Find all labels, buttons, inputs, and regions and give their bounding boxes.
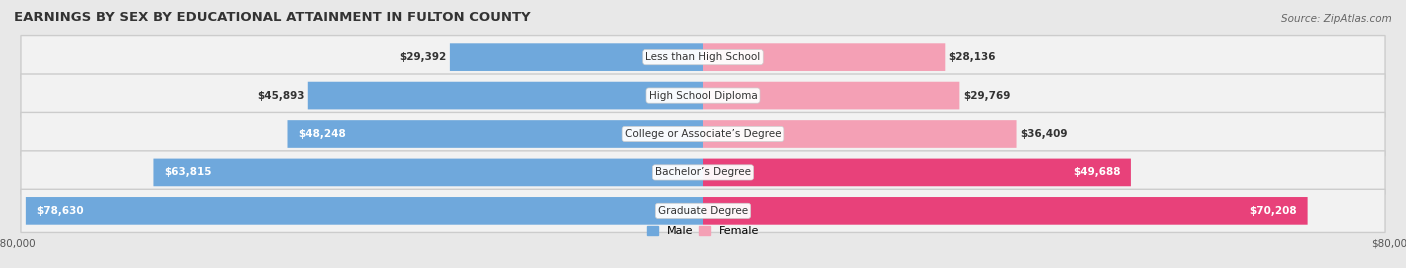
Text: $63,815: $63,815 [163,168,211,177]
Text: EARNINGS BY SEX BY EDUCATIONAL ATTAINMENT IN FULTON COUNTY: EARNINGS BY SEX BY EDUCATIONAL ATTAINMEN… [14,12,530,24]
Text: High School Diploma: High School Diploma [648,91,758,100]
Text: College or Associate’s Degree: College or Associate’s Degree [624,129,782,139]
FancyBboxPatch shape [703,197,1308,225]
FancyBboxPatch shape [703,120,1017,148]
FancyBboxPatch shape [21,189,1385,232]
Text: Less than High School: Less than High School [645,52,761,62]
FancyBboxPatch shape [703,43,945,71]
Text: $28,136: $28,136 [949,52,997,62]
Text: $36,409: $36,409 [1019,129,1067,139]
FancyBboxPatch shape [21,151,1385,194]
Text: Graduate Degree: Graduate Degree [658,206,748,216]
Text: $49,688: $49,688 [1073,168,1121,177]
Text: Source: ZipAtlas.com: Source: ZipAtlas.com [1281,14,1392,24]
FancyBboxPatch shape [153,159,703,186]
FancyBboxPatch shape [21,36,1385,79]
Legend: Male, Female: Male, Female [643,221,763,240]
FancyBboxPatch shape [703,82,959,109]
Text: Bachelor’s Degree: Bachelor’s Degree [655,168,751,177]
Text: $45,893: $45,893 [257,91,304,100]
FancyBboxPatch shape [25,197,703,225]
FancyBboxPatch shape [308,82,703,109]
Text: $70,208: $70,208 [1250,206,1298,216]
Text: $48,248: $48,248 [298,129,346,139]
FancyBboxPatch shape [703,159,1130,186]
Text: $29,392: $29,392 [399,52,447,62]
FancyBboxPatch shape [21,74,1385,117]
FancyBboxPatch shape [287,120,703,148]
FancyBboxPatch shape [21,112,1385,156]
Text: $29,769: $29,769 [963,91,1010,100]
FancyBboxPatch shape [450,43,703,71]
Text: $78,630: $78,630 [37,206,84,216]
